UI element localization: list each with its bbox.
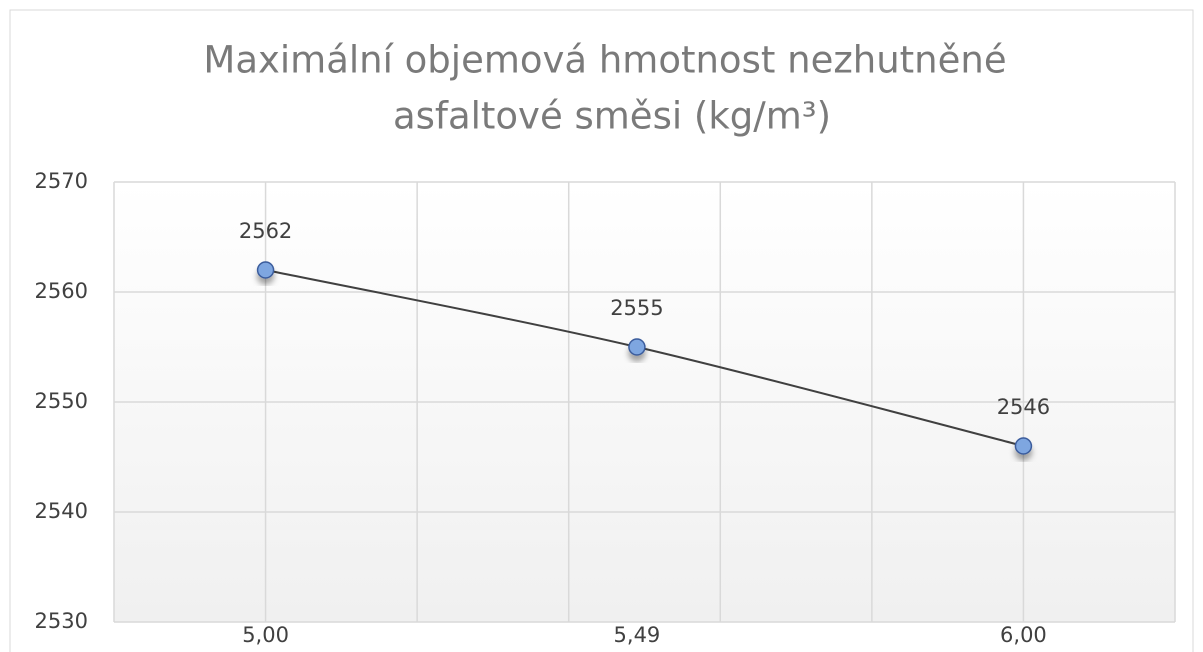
x-tick-label: 5,49 — [614, 623, 661, 647]
y-tick-label: 2570 — [35, 169, 88, 193]
data-label: 2562 — [239, 219, 292, 243]
x-tick-label: 5,00 — [242, 623, 289, 647]
data-label: 2555 — [610, 296, 663, 320]
chart-border — [9, 9, 1194, 652]
data-point — [1014, 437, 1033, 455]
y-tick-label: 2550 — [35, 389, 88, 413]
y-tick-label: 2560 — [35, 279, 88, 303]
data-point — [628, 338, 646, 356]
x-tick-label: 6,00 — [1000, 623, 1047, 647]
y-tick-label: 2530 — [35, 609, 88, 633]
y-tick-label: 2540 — [35, 499, 88, 523]
data-label: 2546 — [997, 395, 1050, 419]
chart-title: asfaltové směsi (kg/m³) — [393, 95, 831, 138]
data-point — [256, 261, 275, 279]
chart-title: Maximální objemová hmotnost nezhutněné — [203, 39, 1006, 82]
